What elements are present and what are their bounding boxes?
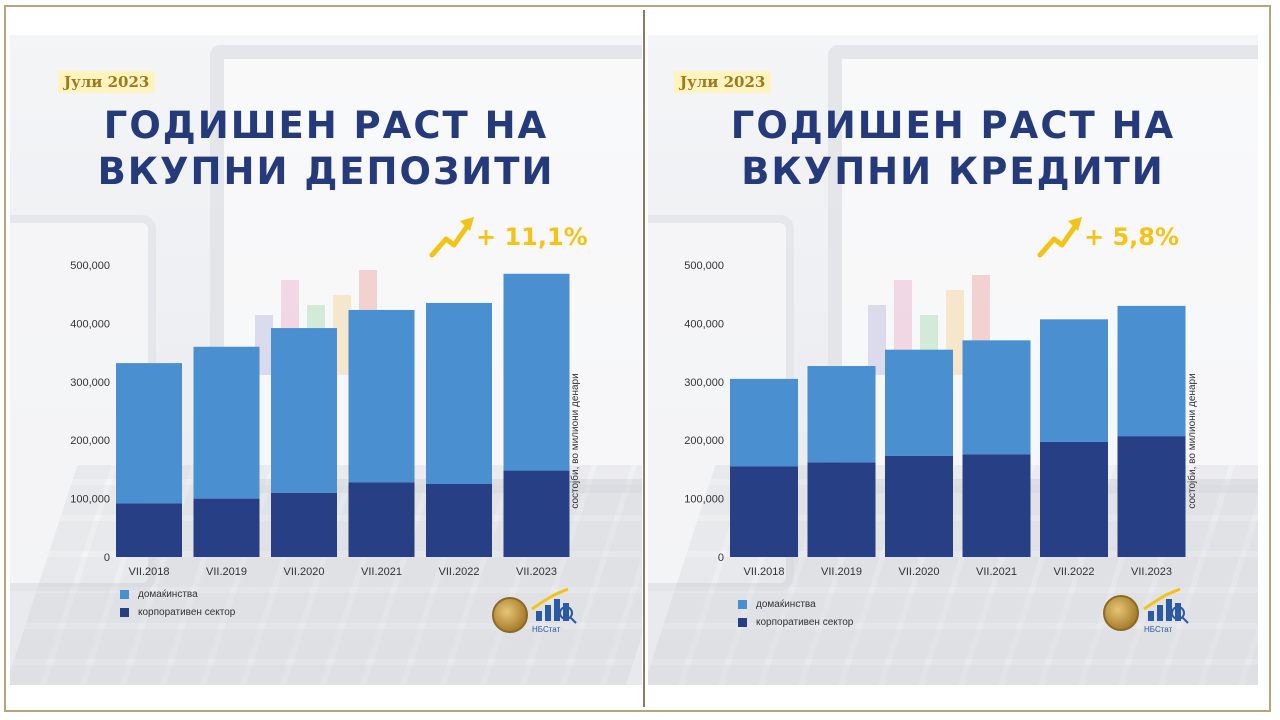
- bar-segment-households: [1040, 319, 1108, 442]
- legend-swatch-corporate: [120, 607, 129, 617]
- growth-arrow-icon: [1037, 217, 1082, 258]
- bar-segment-corporate: [962, 454, 1031, 557]
- legend-label-corporate: корпоративен сектор: [756, 616, 854, 628]
- legend-item-corporate: корпоративен сектор: [120, 603, 235, 621]
- bar-segment-households: [193, 346, 260, 499]
- chart-legend: домаќинства корпоративен сектор: [120, 585, 235, 621]
- panel-divider: [643, 10, 645, 707]
- x-tick-label: VII.2018: [129, 566, 170, 578]
- bar-segment-households: [1117, 305, 1186, 437]
- bar-segment-households: [348, 309, 415, 483]
- bar-segment-corporate: [503, 470, 570, 557]
- bar-segment-households: [503, 273, 570, 471]
- bar-segment-households: [807, 366, 876, 463]
- growth-label: + 5,8%: [1084, 223, 1180, 251]
- deposits-chart: 0 100,000 200,000 300,000 400,000 500,000 VII.…: [70, 260, 581, 578]
- y-tick-label: 300,000: [70, 377, 110, 389]
- x-tick-label: VII.2021: [976, 566, 1017, 578]
- x-tick-label: VII.2023: [516, 566, 557, 578]
- y-tick-label: 100,000: [70, 494, 110, 506]
- deposits-panel: Јули 2023 ГОДИШЕН РАСТ НА ВКУПНИ ДЕПОЗИТ…: [10, 35, 642, 685]
- y-tick-label: 300,000: [684, 377, 724, 389]
- bar-segment-households: [426, 302, 492, 484]
- growth-arrow-icon: [429, 217, 474, 258]
- x-tick-label: VII.2022: [439, 566, 480, 578]
- bar-segment-households: [962, 340, 1031, 455]
- bar-segment-corporate: [1040, 441, 1108, 557]
- x-tick-label: VII.2020: [899, 566, 940, 578]
- legend-label-households: домаќинства: [138, 588, 198, 600]
- legend-item-households: домаќинства: [120, 585, 235, 603]
- month-tag: Јули 2023: [58, 71, 156, 93]
- x-tick-label: VII.2022: [1054, 566, 1095, 578]
- bar-segment-corporate: [193, 498, 260, 557]
- legend-item-households: домаќинства: [738, 595, 853, 613]
- y-tick-label: 0: [718, 552, 724, 564]
- bar-segment-households: [116, 363, 182, 504]
- title-line-1: ГОДИШЕН РАСТ НА: [730, 104, 1176, 147]
- month-tag: Јули 2023: [674, 71, 772, 93]
- panel-title: ГОДИШЕН РАСТ НА ВКУПНИ ДЕПОЗИТИ: [10, 103, 642, 195]
- title-line-2: ВКУПНИ ДЕПОЗИТИ: [97, 150, 555, 193]
- y-tick-label: 400,000: [70, 318, 110, 330]
- y-tick-label: 200,000: [684, 435, 724, 447]
- title-line-2: ВКУПНИ КРЕДИТИ: [741, 150, 1165, 193]
- panel-title: ГОДИШЕН РАСТ НА ВКУПНИ КРЕДИТИ: [648, 103, 1258, 195]
- y-tick-label: 200,000: [70, 435, 110, 447]
- loans-panel: Јули 2023 ГОДИШЕН РАСТ НА ВКУПНИ КРЕДИТИ…: [648, 35, 1258, 685]
- loans-chart: 0 100,000 200,000 300,000 400,000 500,000 VII.…: [684, 260, 1198, 578]
- bar-segment-households: [271, 328, 337, 493]
- bar-segment-corporate: [116, 503, 182, 557]
- nbstat-logo-text: НБСтат: [532, 625, 561, 634]
- y-tick-label: 0: [104, 552, 110, 564]
- nbrm-seal-logo: [1103, 595, 1139, 631]
- y-axis-note: состојби, во милиони денари: [1186, 373, 1198, 508]
- nbstat-logo-icon: [531, 587, 577, 624]
- x-tick-label: VII.2023: [1131, 566, 1172, 578]
- legend-item-corporate: корпоративен сектор: [738, 613, 853, 631]
- y-tick-label: 500,000: [684, 260, 724, 272]
- y-tick-label: 400,000: [684, 318, 724, 330]
- legend-swatch-corporate: [738, 617, 747, 627]
- x-tick-label: VII.2019: [821, 566, 862, 578]
- bar-segment-corporate: [807, 462, 876, 557]
- legend-label-corporate: корпоративен сектор: [138, 606, 236, 618]
- legend-swatch-households: [120, 589, 129, 599]
- bar-segment-households: [885, 349, 953, 456]
- nbrm-seal-logo: [492, 597, 528, 633]
- x-tick-label: VII.2019: [206, 566, 247, 578]
- bar-segment-corporate: [348, 482, 415, 557]
- bar-segment-corporate: [1117, 436, 1186, 557]
- legend-label-households: домаќинства: [756, 598, 816, 610]
- x-tick-label: VII.2021: [361, 566, 402, 578]
- title-line-1: ГОДИШЕН РАСТ НА: [103, 104, 549, 147]
- x-tick-label: VII.2018: [744, 566, 785, 578]
- nbstat-logo-icon: [1143, 587, 1189, 624]
- bar-segment-corporate: [271, 492, 337, 557]
- growth-label: + 11,1%: [476, 223, 588, 251]
- y-axis-note: состојби, во милиони денари: [569, 373, 581, 508]
- bar-segment-corporate: [426, 484, 492, 557]
- bar-segment-households: [730, 378, 798, 467]
- chart-legend: домаќинства корпоративен сектор: [738, 595, 853, 631]
- legend-swatch-households: [738, 599, 747, 609]
- y-tick-label: 500,000: [70, 260, 110, 272]
- nbstat-logo-text: НБСтат: [1144, 625, 1173, 634]
- y-tick-label: 100,000: [684, 494, 724, 506]
- bar-segment-corporate: [730, 466, 798, 557]
- bar-segment-corporate: [885, 455, 953, 557]
- x-tick-label: VII.2020: [284, 566, 325, 578]
